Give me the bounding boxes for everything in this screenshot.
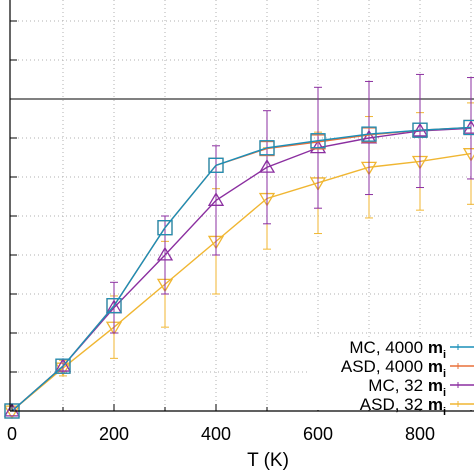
x-tick-label: 400 — [201, 424, 231, 444]
data-point-marker — [55, 358, 71, 374]
legend-label-subscript: i — [443, 368, 446, 380]
data-point-marker — [360, 129, 378, 144]
data-point-marker — [310, 133, 326, 149]
x-tick-label: 800 — [405, 424, 435, 444]
data-point-marker — [259, 140, 275, 156]
data-point-marker — [309, 139, 327, 154]
data-point-marker — [258, 158, 276, 173]
series-0 — [4, 119, 474, 419]
data-point-marker — [463, 119, 474, 136]
data-point-marker — [3, 402, 21, 417]
x-tick-label: 200 — [99, 424, 129, 444]
legend-label-subscript: i — [443, 406, 446, 418]
data-point-marker — [54, 357, 72, 372]
data-point-marker — [157, 220, 173, 236]
legend-label-bold: m — [428, 357, 443, 376]
data-point-marker — [361, 126, 377, 142]
data-point-marker — [106, 298, 122, 314]
legend-label-text: MC, 32 — [368, 376, 428, 395]
legend-label-subscript: i — [443, 387, 446, 399]
legend-label: ASD, 4000 mi — [341, 357, 446, 380]
x-tick-label: 600 — [303, 424, 333, 444]
x-tick-label: 0 — [7, 424, 17, 444]
legend-label-bold: m — [428, 338, 443, 357]
legend-label-text: ASD, 32 — [360, 395, 428, 414]
legend-label: MC, 32 mi — [368, 376, 446, 399]
data-point-marker — [412, 122, 428, 138]
legend-label-text: MC, 4000 — [349, 338, 427, 357]
x-axis-title: T (K) — [247, 450, 289, 471]
legend-label-bold: m — [428, 376, 443, 395]
legend-box — [308, 338, 474, 410]
data-point-marker — [208, 157, 224, 173]
legend-label-subscript: i — [443, 349, 446, 361]
data-point-marker — [156, 246, 174, 261]
series-line — [11, 126, 472, 412]
legend-label: MC, 4000 mi — [349, 338, 446, 361]
series-line — [11, 152, 472, 412]
data-point-marker — [207, 192, 225, 206]
legend-label-bold: m — [428, 395, 443, 414]
legend-label-text: ASD, 4000 — [341, 357, 428, 376]
legend-label: ASD, 32 mi — [360, 395, 446, 418]
axes: 0 200 400 600 800 — [7, 0, 474, 444]
